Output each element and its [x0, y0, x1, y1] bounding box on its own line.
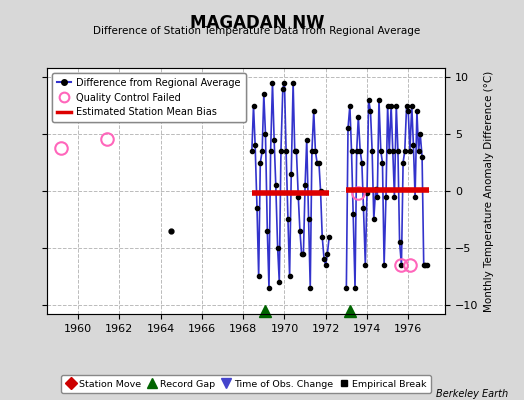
- Y-axis label: Monthly Temperature Anomaly Difference (°C): Monthly Temperature Anomaly Difference (…: [484, 70, 494, 312]
- Text: Difference of Station Temperature Data from Regional Average: Difference of Station Temperature Data f…: [93, 26, 420, 36]
- Text: MAGADAN NW: MAGADAN NW: [190, 14, 324, 32]
- Legend: Difference from Regional Average, Quality Control Failed, Estimated Station Mean: Difference from Regional Average, Qualit…: [52, 73, 246, 122]
- Text: Berkeley Earth: Berkeley Earth: [436, 389, 508, 399]
- Legend: Station Move, Record Gap, Time of Obs. Change, Empirical Break: Station Move, Record Gap, Time of Obs. C…: [61, 375, 431, 393]
